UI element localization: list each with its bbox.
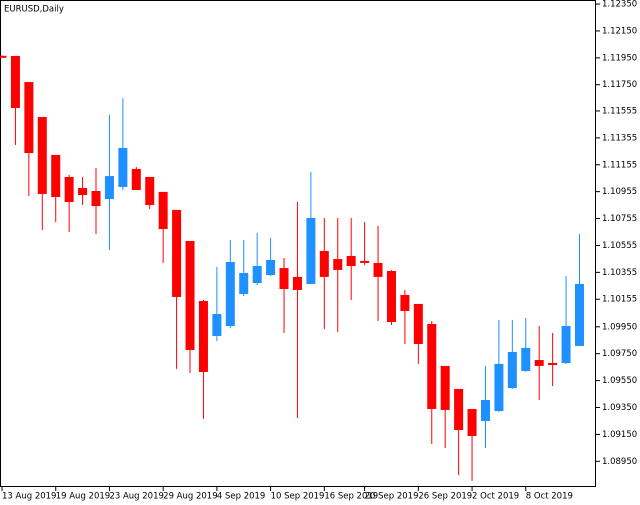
y-tick-label: 1.09150: [602, 430, 637, 440]
plot-frame: [0, 0, 596, 487]
y-tick-label: 1.11750: [602, 80, 637, 90]
y-tick-label: 1.10355: [602, 268, 637, 278]
candle-body: [467, 408, 477, 437]
candle-body: [440, 365, 450, 410]
x-tick-label: 10 Sep 2019: [271, 492, 325, 502]
candle-body: [400, 294, 410, 311]
x-tick-label: 19 Aug 2019: [56, 492, 110, 502]
y-tick-label: 1.10555: [602, 241, 637, 251]
candle-body: [118, 147, 128, 187]
candle-body: [198, 300, 208, 373]
y-tick-label: 1.11950: [602, 53, 637, 63]
candle-body: [51, 154, 61, 198]
candle-body: [346, 255, 356, 267]
candle-body: [413, 303, 423, 345]
candle-body: [373, 262, 383, 277]
candle-body: [78, 188, 88, 196]
candle-body: [145, 176, 155, 205]
y-tick-label: 1.12150: [602, 26, 637, 36]
candle-body: [521, 347, 531, 371]
candle-body: [427, 323, 437, 409]
candle-body: [37, 117, 47, 194]
candle-body: [91, 190, 101, 207]
candle-body: [548, 362, 558, 366]
candle-body: [185, 241, 195, 350]
candle-body: [507, 351, 517, 389]
y-tick-label: 1.11155: [602, 160, 637, 170]
y-tick-label: 1.09350: [602, 403, 637, 413]
y-tick-label: 1.09750: [602, 349, 637, 359]
candle-body: [252, 266, 262, 283]
y-tick-label: 1.11355: [602, 133, 637, 143]
candle-body: [0, 55, 7, 58]
x-tick-label: 8 Oct 2019: [526, 492, 573, 502]
candle-body: [158, 191, 168, 230]
y-tick-label: 1.09550: [602, 376, 637, 386]
x-tick-label: 23 Aug 2019: [109, 492, 163, 502]
candle-body: [225, 261, 235, 327]
y-tick-label: 1.10955: [602, 187, 637, 197]
candle-body: [319, 250, 329, 277]
candle-body: [360, 260, 370, 263]
candle-body: [561, 326, 571, 363]
candle-body: [574, 283, 584, 346]
x-tick-label: 13 Aug 2019: [2, 492, 56, 502]
y-tick-label: 1.10755: [602, 214, 637, 224]
y-tick-label: 1.08950: [602, 457, 637, 467]
y-tick-label: 1.12350: [602, 0, 637, 10]
candle-body: [10, 55, 20, 108]
x-tick-label: 2 Oct 2019: [472, 492, 519, 502]
y-tick-label: 1.09950: [602, 322, 637, 332]
candle-body: [131, 168, 141, 191]
candle-body: [292, 276, 302, 290]
x-tick-label: 26 Sep 2019: [418, 492, 472, 502]
candle-body: [212, 314, 222, 336]
candle-body: [333, 259, 343, 270]
x-tick-label: 16 Sep 2019: [324, 492, 378, 502]
candle-body: [64, 176, 74, 203]
y-tick-label: 1.10155: [602, 295, 637, 305]
candle-body: [534, 360, 544, 366]
chart-title: EURUSD,Daily: [4, 5, 64, 15]
candle-body: [279, 268, 289, 290]
candle-body: [239, 273, 249, 295]
candle-body: [480, 399, 490, 421]
candle-body: [104, 176, 114, 200]
candle-body: [306, 218, 316, 284]
candle-body: [172, 209, 182, 297]
x-tick-label: 20 Sep 2019: [365, 492, 419, 502]
candle-body: [454, 388, 464, 430]
candle-body: [386, 271, 396, 322]
candle-body: [24, 82, 34, 154]
x-tick-label: 29 Aug 2019: [163, 492, 217, 502]
y-tick-label: 1.11555: [602, 106, 637, 116]
candle-body: [266, 259, 276, 276]
x-tick-label: 4 Sep 2019: [217, 492, 265, 502]
candle-body: [494, 363, 504, 412]
